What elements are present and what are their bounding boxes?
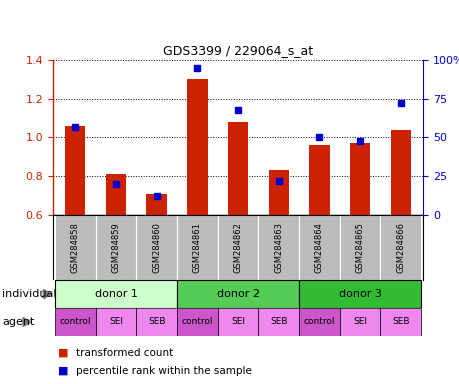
Bar [217,215,258,280]
Bar [136,308,177,336]
Text: GSM284863: GSM284863 [274,222,283,273]
Bar [177,308,217,336]
Bar [390,130,410,215]
Text: agent: agent [2,317,34,327]
Text: GSM284862: GSM284862 [233,222,242,273]
Text: ■: ■ [57,348,68,358]
Bar [95,215,136,280]
Bar [349,143,369,215]
Bar [146,194,167,215]
Bar [380,215,420,280]
Text: GSM284865: GSM284865 [355,222,364,273]
Bar [227,122,248,215]
Title: GDS3399 / 229064_s_at: GDS3399 / 229064_s_at [162,45,313,58]
Polygon shape [23,318,31,327]
Text: SEI: SEI [230,318,245,326]
Text: GSM284858: GSM284858 [71,222,79,273]
Text: control: control [303,318,335,326]
Text: control: control [181,318,213,326]
Text: GSM284861: GSM284861 [192,222,202,273]
Text: donor 1: donor 1 [95,289,137,299]
Bar [258,308,298,336]
Text: GSM284860: GSM284860 [152,222,161,273]
Bar [380,308,420,336]
Bar [55,215,95,280]
Bar [339,215,380,280]
Bar [65,126,85,215]
Bar [55,280,177,308]
Text: SEB: SEB [269,318,287,326]
Bar [298,215,339,280]
Bar [298,280,420,308]
Bar [177,280,298,308]
Text: SEB: SEB [148,318,165,326]
Bar [106,174,126,215]
Bar [268,170,288,215]
Bar [217,308,258,336]
Text: GSM284866: GSM284866 [396,222,404,273]
Bar [136,215,177,280]
Bar [308,145,329,215]
Text: SEB: SEB [391,318,409,326]
Text: transformed count: transformed count [76,348,173,358]
Text: GSM284859: GSM284859 [111,222,120,273]
Text: individual: individual [2,289,56,299]
Text: ■: ■ [57,366,68,376]
Bar [177,215,217,280]
Text: SEI: SEI [353,318,366,326]
Text: control: control [59,318,91,326]
Bar [95,308,136,336]
Bar [187,79,207,215]
Bar [258,215,298,280]
Text: percentile rank within the sample: percentile rank within the sample [76,366,251,376]
Text: GSM284864: GSM284864 [314,222,323,273]
Polygon shape [44,290,52,299]
Text: donor 2: donor 2 [216,289,259,299]
Text: SEI: SEI [109,318,123,326]
Bar [298,308,339,336]
Bar [339,308,380,336]
Bar [55,308,95,336]
Text: donor 3: donor 3 [338,289,381,299]
